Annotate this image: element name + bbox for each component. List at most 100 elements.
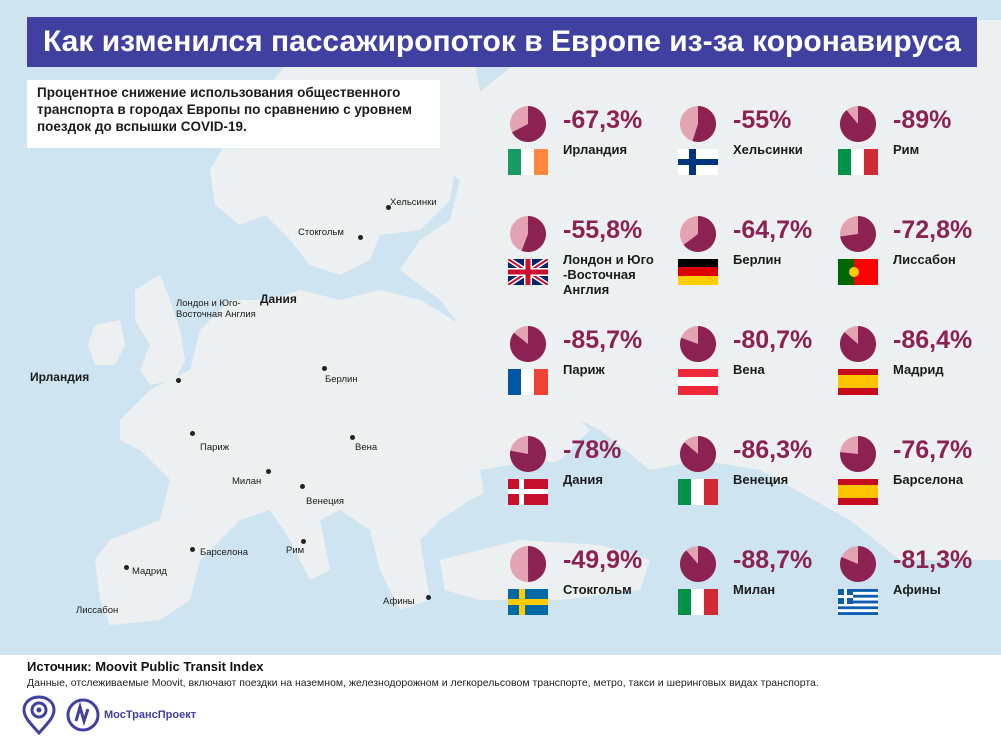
city-card: -64,7% Берлин	[678, 214, 838, 314]
spain-flag-icon	[838, 479, 878, 505]
city-card: -67,3% Ирландия	[508, 104, 668, 204]
pie-mark	[680, 546, 717, 582]
pie-category-label: Ирландия	[563, 142, 628, 157]
pie-drop-slice	[679, 326, 716, 362]
pie-category-label: Вена	[733, 362, 765, 377]
italy-flag-icon	[678, 479, 718, 505]
pie-data-label: -81,3%	[893, 546, 973, 574]
map-label-ireland: Ирландия	[30, 370, 90, 384]
city-dot	[300, 484, 305, 489]
pie-mark	[510, 436, 547, 472]
pie-category-label: Стокгольм	[563, 582, 632, 597]
pie-data-label: -67,3%	[563, 106, 643, 134]
pie-data-label: -64,7%	[733, 216, 813, 244]
note-text: Данные, отслеживаемые Moovit, включают п…	[27, 677, 819, 689]
pie-drop-slice	[683, 216, 717, 252]
pie-drop-slice	[692, 106, 716, 142]
map-label-athens: Афины	[383, 596, 415, 607]
map-label-rome: Рим	[286, 545, 305, 556]
city-card: -89% Рим	[838, 104, 998, 204]
city-card: -55% Хельсинки	[678, 104, 838, 204]
pie-category-label: Милан	[733, 582, 776, 597]
city-card: -49,9% Стокгольм	[508, 544, 668, 644]
sweden-flag-icon	[508, 589, 548, 615]
map-label-stockholm: Стокгольм	[298, 227, 344, 238]
city-dot	[190, 547, 195, 552]
pie-drop-slice	[680, 436, 717, 472]
finland-flag-icon	[678, 149, 718, 175]
pie-data-label: -72,8%	[893, 216, 973, 244]
spain-flag-icon	[838, 369, 878, 395]
moscow-transport-logo-icon	[22, 695, 56, 735]
pie-data-label: -86,3%	[733, 436, 813, 464]
city-card: -81,3% Афины	[838, 544, 998, 644]
city-card: -72,8% Лиссабон	[838, 214, 998, 314]
pie-drop-slice	[528, 545, 547, 582]
germany-flag-icon	[678, 259, 718, 285]
pie-drop-slice	[839, 326, 876, 362]
pie-data-label: -86,4%	[893, 326, 973, 354]
greece-flag-icon	[838, 589, 878, 615]
pie-category-label: Рим	[893, 142, 920, 157]
pie-mark	[510, 106, 547, 142]
map-black-sea	[480, 460, 620, 520]
map-label-lisbon: Лиссабон	[76, 605, 119, 616]
map-label-helsinki: Хельсинки	[390, 197, 437, 208]
city-card: -88,7% Милан	[678, 544, 838, 644]
pie-drop-slice	[840, 216, 876, 252]
pie-drop-slice	[521, 216, 546, 252]
pie-mark	[680, 216, 717, 252]
pie-category-label: Барселона	[893, 472, 964, 487]
city-dot	[426, 595, 431, 600]
pie-data-label: -78%	[563, 436, 622, 464]
city-card: -80,7% Вена	[678, 324, 838, 424]
ireland-flag-icon	[508, 149, 548, 175]
pie-data-label: -80,7%	[733, 326, 813, 354]
pie-mark	[510, 545, 547, 582]
pie-data-label: -85,7%	[563, 326, 643, 354]
city-dot	[176, 378, 181, 383]
source-text: Источник: Moovit Public Transit Index	[27, 659, 264, 674]
pie-mark	[839, 436, 876, 472]
pie-category-label: Мадрид	[893, 362, 944, 377]
pie-category-label: Хельсинки	[733, 142, 803, 157]
pie-data-label: -88,7%	[733, 546, 813, 574]
map-ireland	[88, 320, 125, 365]
pie-category-label: Венеция	[733, 472, 789, 487]
city-card: -55,8% Лондон и Юго -Восточная Англия	[508, 214, 668, 314]
map-label-milan: Милан	[232, 476, 262, 487]
pie-mark	[680, 106, 716, 142]
map-label-barcelona: Барселона	[200, 547, 248, 558]
pie-drop-slice	[840, 106, 877, 142]
pie-category-label: Лондон и Юго -Восточная Англия	[563, 252, 654, 297]
map-label-berlin: Берлин	[325, 374, 358, 385]
map-label-venice: Венеция	[306, 496, 345, 507]
map-label-london: Лондон и Юго-Восточная Англия	[176, 298, 256, 320]
france-flag-icon	[508, 369, 548, 395]
city-dot	[386, 205, 391, 210]
pie-mark	[679, 326, 716, 362]
pie-mark	[840, 106, 877, 142]
logo-text: МосТрансПроект	[104, 709, 197, 721]
pie-category-label: Дания	[563, 472, 603, 487]
map-label-paris: Париж	[200, 442, 230, 453]
city-card: -85,7% Париж	[508, 324, 668, 424]
pie-drop-slice	[510, 436, 547, 472]
city-card: -86,3% Венеция	[678, 434, 838, 534]
pie-category-label: Афины	[893, 582, 941, 597]
map-label-vienna: Вена	[355, 442, 378, 453]
pie-data-label: -55%	[733, 106, 792, 134]
map-label-denmark: Дания	[260, 292, 297, 306]
pie-category-label: Берлин	[733, 252, 782, 267]
city-card: -78% Дания	[508, 434, 668, 534]
italy-flag-icon	[838, 149, 878, 175]
city-cards-grid: -67,3% Ирландия -55% Хельсинки -89% Рим -55,8%…	[508, 104, 998, 644]
city-dot	[124, 565, 129, 570]
map-great-britain	[135, 275, 185, 385]
pie-mark	[840, 216, 876, 252]
pie-drop-slice	[680, 546, 717, 582]
pie-data-label: -49,9%	[563, 546, 643, 574]
map-continent	[95, 290, 590, 625]
page-subtitle: Процентное снижение использования общест…	[27, 80, 440, 148]
city-dot	[190, 431, 195, 436]
